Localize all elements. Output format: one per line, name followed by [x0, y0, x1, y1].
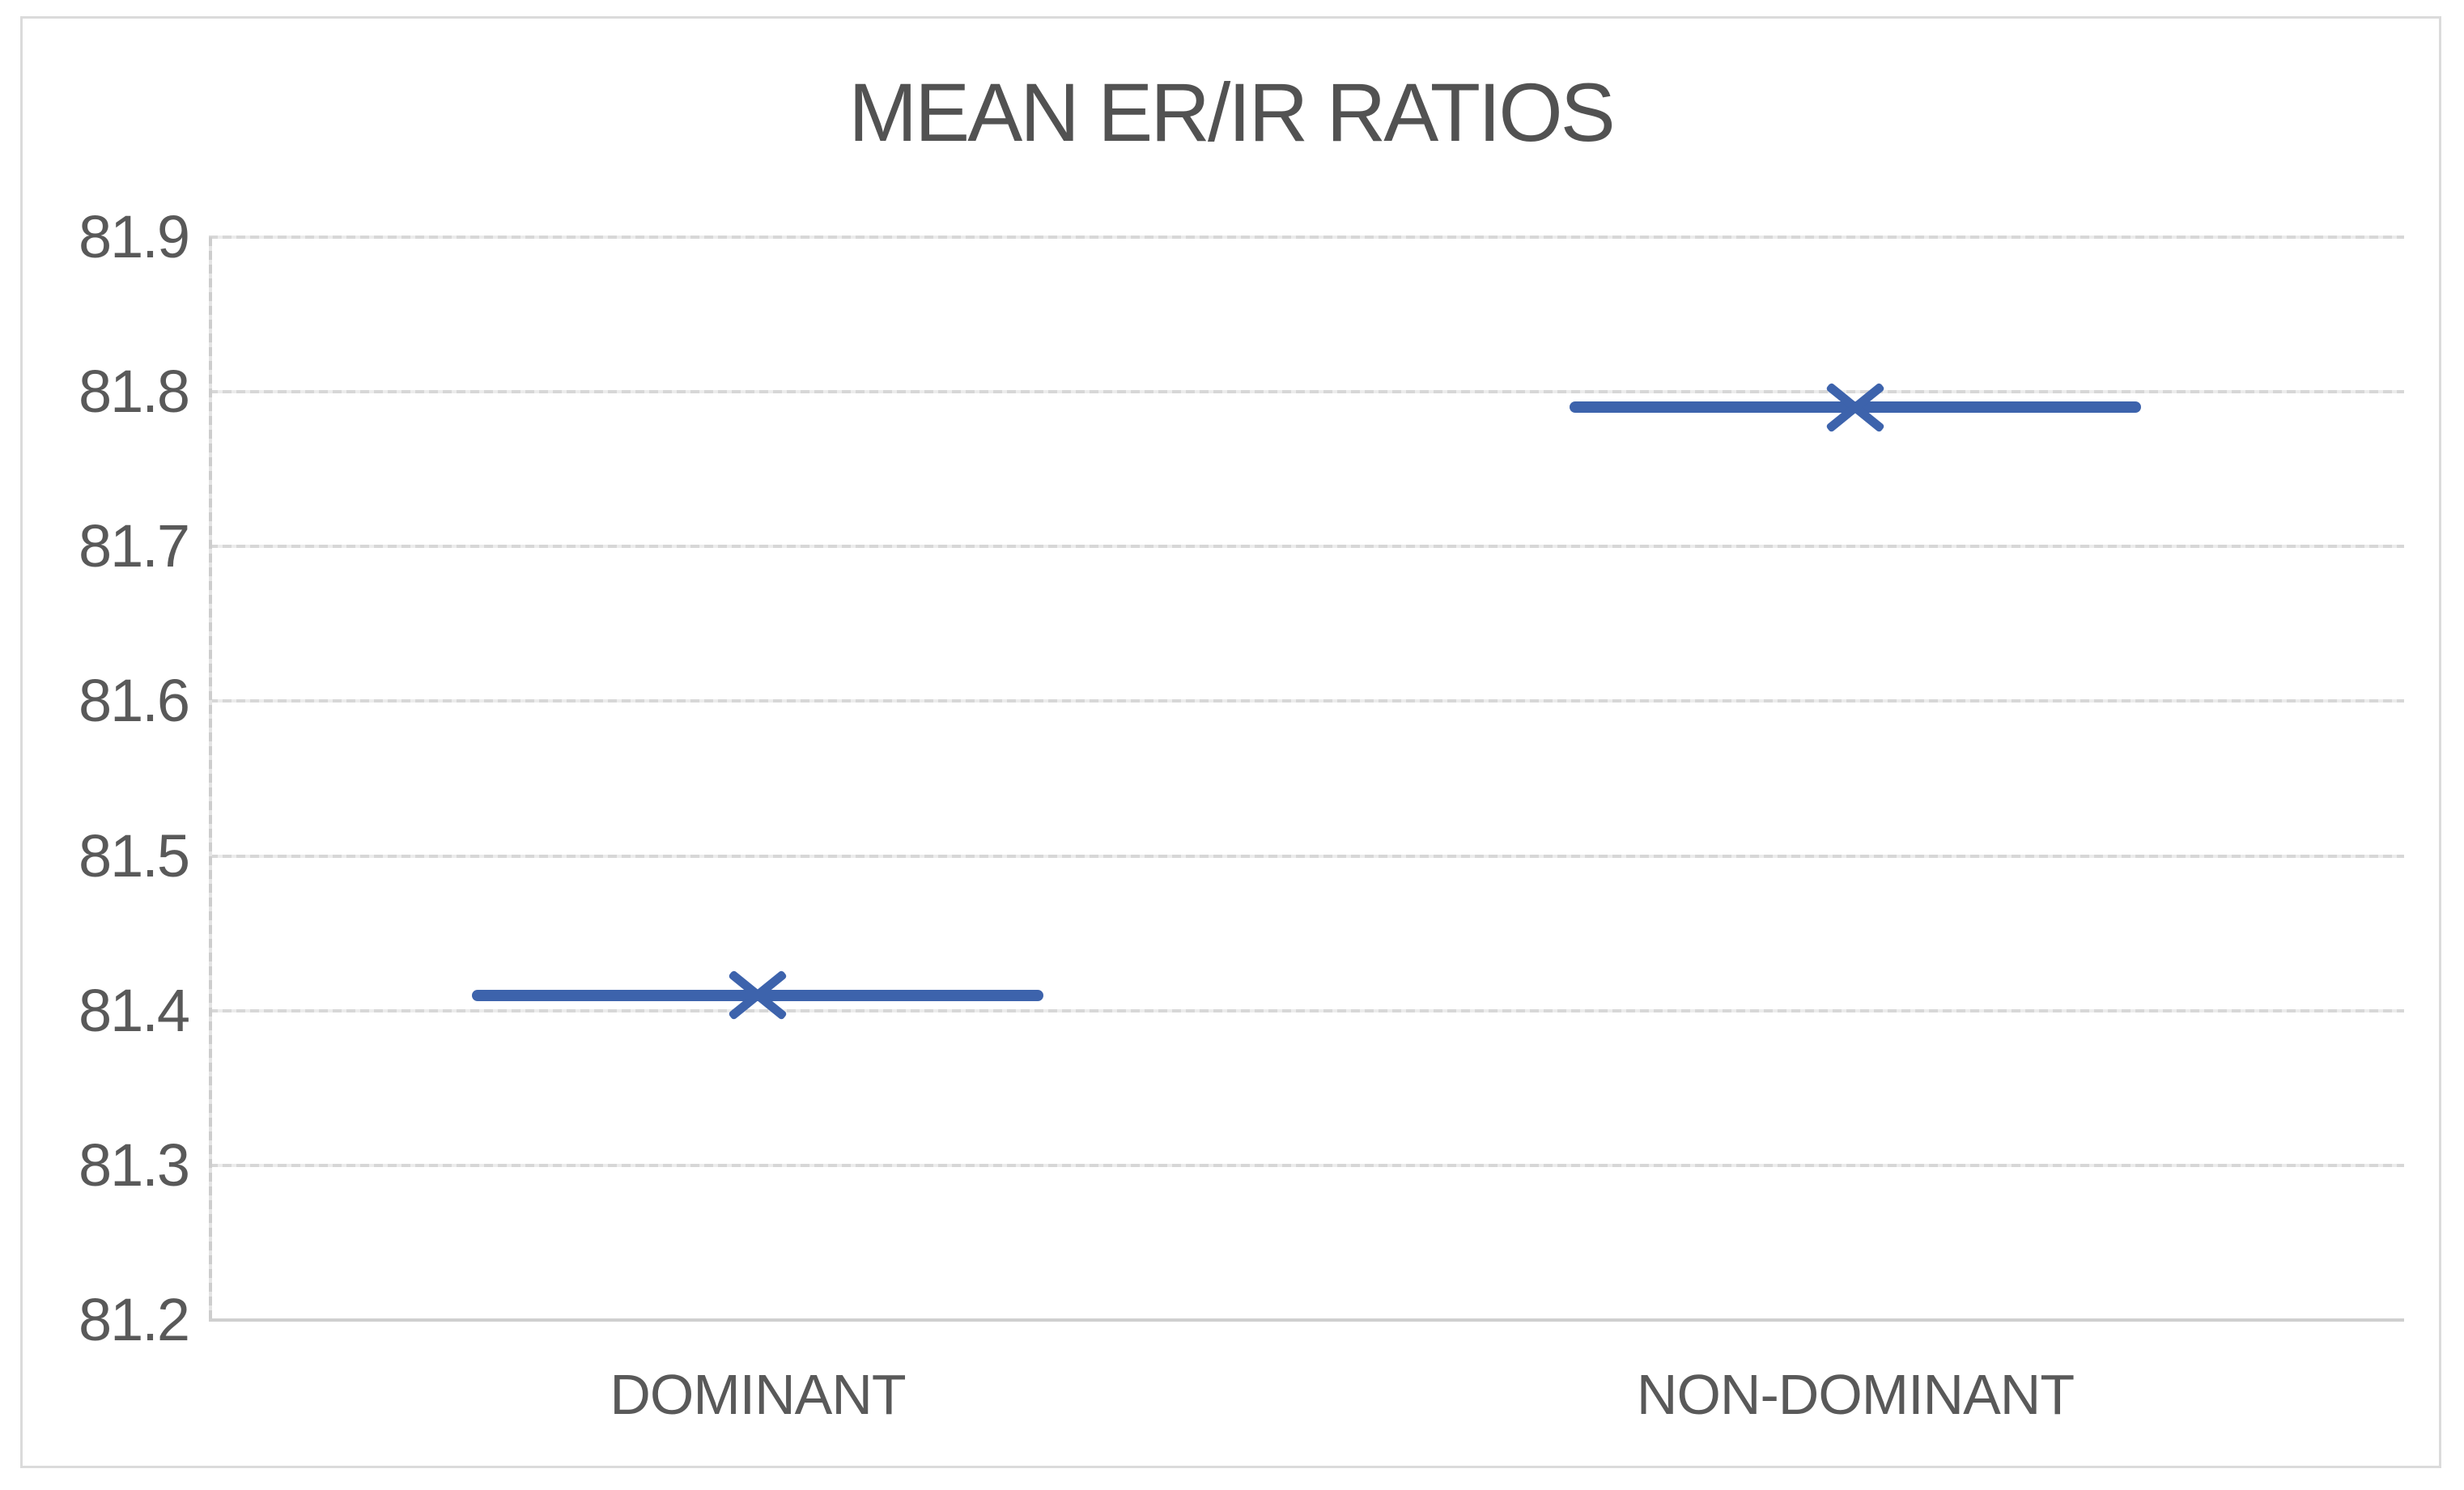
data-point-x-marker — [728, 970, 788, 1021]
x-axis-line — [209, 1318, 2404, 1322]
y-axis-line — [209, 237, 212, 1320]
gridline — [209, 236, 2404, 239]
chart-title: MEAN ER/IR RATIOS — [848, 66, 1616, 159]
gridline — [209, 854, 2404, 858]
data-point-x-marker — [1825, 381, 1885, 433]
y-axis-tick-label: 81.4 — [78, 976, 190, 1044]
x-axis-category-label: DOMINANT — [610, 1363, 906, 1426]
y-axis-tick-label: 81.6 — [78, 667, 190, 735]
chart-outer-border: MEAN ER/IR RATIOS 81.2 81.3 81.4 81.5 81.6 81… — [20, 16, 2441, 1468]
gridline — [209, 1163, 2404, 1167]
gridline — [209, 1008, 2404, 1012]
gridline — [209, 699, 2404, 703]
y-axis-tick-label: 81.9 — [78, 203, 190, 270]
x-axis-category-label: NON-DOMINANT — [1636, 1363, 2075, 1426]
y-axis-tick-label: 81.2 — [78, 1286, 190, 1353]
y-axis-tick-label: 81.5 — [78, 821, 190, 889]
gridline — [209, 545, 2404, 549]
y-axis-tick-label: 81.3 — [78, 1131, 190, 1199]
y-axis-tick-label: 81.7 — [78, 512, 190, 580]
y-axis-tick-label: 81.8 — [78, 358, 190, 426]
gridline — [209, 390, 2404, 394]
